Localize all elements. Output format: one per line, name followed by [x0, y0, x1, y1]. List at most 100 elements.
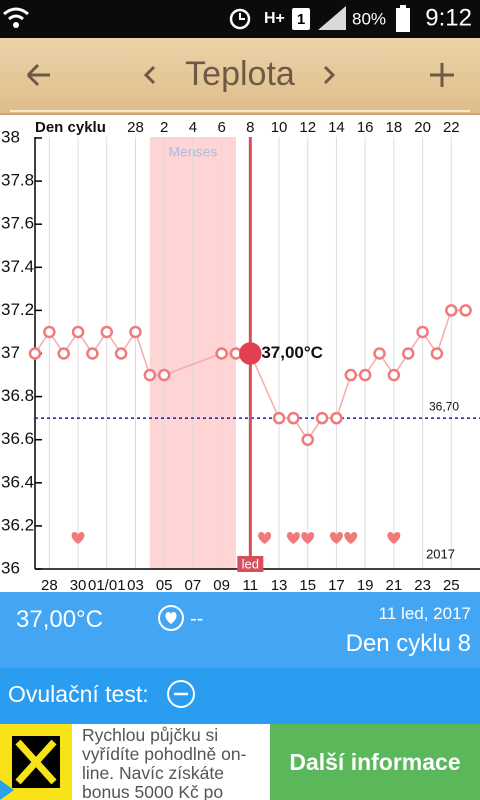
top-tick-label: 2	[160, 119, 168, 136]
ovulation-label: Ovulační test:	[8, 681, 149, 707]
temperature-point	[430, 347, 444, 360]
y-tick-label: 36	[1, 558, 20, 577]
status-bar: H+ 1 80% 9:12	[0, 0, 480, 38]
status-icons: H+ 1 80% 9:12	[3, 4, 472, 32]
top-tick-label: 16	[357, 119, 374, 136]
ad-line: Rychlou půjčku si	[82, 725, 219, 745]
temperature-point	[387, 368, 401, 382]
x-tick-label: 03	[127, 577, 144, 592]
sim-icon	[292, 8, 310, 30]
top-tick-label: 10	[271, 119, 288, 136]
x-tick-label: 07	[185, 577, 202, 592]
temperature-point	[315, 411, 329, 425]
temperature-point	[157, 368, 171, 382]
temperature-point	[445, 304, 458, 317]
x-tick-label: 01/01	[88, 577, 126, 592]
clock: 9:12	[425, 4, 472, 31]
temperature-point	[272, 411, 286, 425]
network-type: H+	[264, 10, 285, 27]
selected-annotation: 37,00°C	[261, 343, 323, 362]
temperature-point	[358, 368, 372, 382]
temperature-point	[301, 433, 314, 446]
x-tick-label: 13	[271, 577, 288, 592]
y-tick-label: 36.8	[1, 386, 34, 405]
temperature-point	[459, 304, 472, 317]
heart-marker	[344, 532, 358, 544]
temperature-point	[28, 347, 42, 360]
temperature-value: 37,00°C	[16, 606, 103, 633]
y-tick-label: 37	[1, 343, 20, 362]
ad-button[interactable]: Další informace	[270, 724, 480, 800]
x-tick-label: 25	[443, 577, 460, 592]
battery-percent: 80%	[352, 9, 386, 28]
temperature-point	[401, 347, 415, 360]
x-tick-label: 09	[213, 577, 230, 592]
temperature-point	[143, 368, 157, 382]
top-tick-label: 14	[328, 119, 345, 136]
heart-marker	[71, 532, 85, 544]
x-tick-label: 11	[243, 577, 259, 592]
y-tick-label: 36.6	[1, 429, 34, 448]
top-tick-label: 28	[127, 119, 144, 136]
ad-logo	[0, 724, 72, 800]
date: 11 led, 2017	[378, 604, 471, 623]
top-axis-label: Den cyklu	[35, 119, 106, 136]
selected-day-tag	[237, 556, 264, 572]
heart-button[interactable]	[157, 604, 185, 632]
x-tick-label: 30	[70, 577, 87, 592]
ovulation-panel: Ovulační test:	[0, 668, 480, 724]
top-tick-label: 4	[189, 119, 197, 136]
top-tick-label: 20	[414, 119, 431, 136]
alarm-icon	[229, 8, 251, 30]
y-tick-label: 37.2	[1, 300, 34, 319]
ad-line: line. Navíc získáte	[82, 763, 224, 783]
top-tick-label: 22	[443, 119, 460, 136]
selected-day-label: led	[242, 556, 259, 571]
ad-banner: Rychlou půjčku si vyřídíte pohodlně on- …	[0, 724, 480, 800]
temperature-point	[416, 325, 429, 339]
y-tick-label: 36.4	[1, 472, 34, 491]
x-tick-label: 21	[386, 577, 403, 592]
next-button[interactable]	[323, 65, 336, 85]
heart-marker	[286, 532, 300, 544]
temperature-point	[71, 325, 85, 339]
battery-icon	[396, 8, 410, 32]
temperature-point	[215, 347, 228, 360]
cycle-day: Den cyklu 8	[345, 630, 471, 657]
x-tick-label: 28	[41, 577, 58, 592]
temperature-point	[373, 347, 386, 360]
back-button[interactable]	[26, 63, 50, 87]
prev-button[interactable]	[143, 65, 156, 85]
coverline-label: 36,70	[429, 399, 459, 413]
sim-number: 1	[297, 11, 305, 28]
x-tick-label: 15	[299, 577, 316, 592]
heart-marker	[387, 532, 401, 544]
top-tick-label: 18	[386, 119, 403, 136]
temperature-point	[344, 368, 358, 382]
x-tick-label: 19	[357, 577, 374, 592]
y-tick-label: 37.8	[1, 171, 34, 190]
temperature-point	[114, 347, 128, 360]
top-tick-label: 6	[217, 119, 225, 136]
add-button[interactable]	[430, 63, 454, 87]
y-tick-label: 37.4	[1, 257, 34, 276]
ad-line: bonus 5000 Kč po	[82, 782, 224, 800]
temperature-point	[43, 325, 56, 339]
top-tick-label: 8	[246, 119, 254, 136]
signal-icon	[318, 6, 346, 30]
x-tick-label: 17	[328, 577, 345, 592]
ovulation-toggle[interactable]	[166, 679, 196, 709]
year-label: 2017	[426, 546, 455, 561]
ad-text: Rychlou půjčku si vyřídíte pohodlně on- …	[82, 726, 246, 800]
y-tick-label: 38	[1, 127, 20, 146]
selected-point	[239, 342, 262, 365]
wifi-dot	[13, 22, 19, 28]
ad-line: vyřídíte pohodlně on-	[82, 744, 247, 764]
heart-marker	[301, 532, 315, 544]
temperature-point	[57, 347, 70, 360]
y-tick-label: 37.6	[1, 214, 34, 233]
app-bar: Teplota	[0, 38, 480, 115]
x-tick-label: 23	[414, 577, 431, 592]
top-tick-label: 12	[299, 119, 316, 136]
